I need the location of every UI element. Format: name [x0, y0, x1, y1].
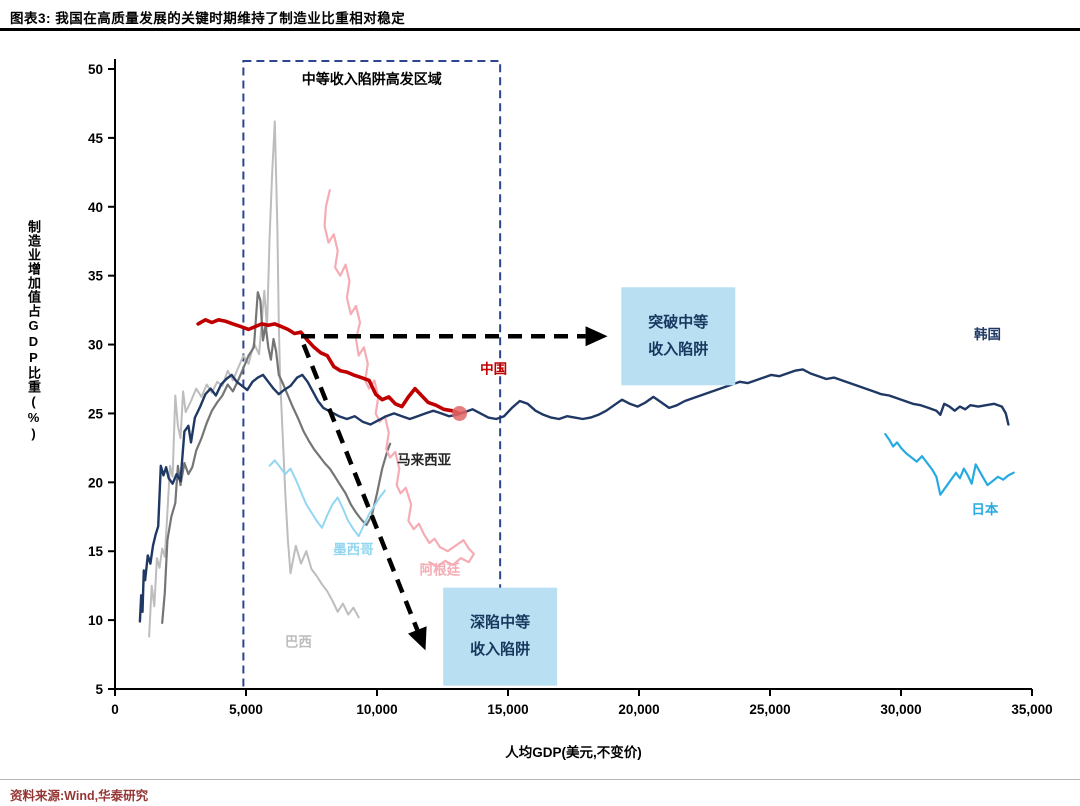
fall-callout	[443, 587, 558, 686]
chart-title: 图表3: 我国在高质量发展的关键时期维持了制造业比重相对稳定	[10, 11, 406, 26]
y-tick-label: 10	[88, 613, 103, 628]
y-axis-title: 制造业增加值占GDP比重(%)	[26, 220, 41, 442]
china-endpoint-marker	[452, 405, 468, 421]
y-tick-label: 35	[88, 269, 104, 284]
series-china-line	[196, 317, 462, 416]
series-argentina-line	[323, 189, 475, 568]
series-japan-label: 日本	[971, 501, 998, 517]
y-tick-label: 20	[88, 475, 103, 490]
x-axis-title: 人均GDP(美元,不变价)	[505, 745, 642, 760]
footer-divider	[0, 779, 1080, 780]
series-korea-line	[138, 368, 1010, 623]
series-malaysia-line	[161, 291, 392, 625]
breakout-arrow-head	[585, 326, 608, 347]
trap-zone-label: 中等收入陷阱高发区域	[302, 71, 442, 87]
x-tick-label: 15,000	[487, 702, 528, 717]
breakout-callout-label: 收入陷阱	[648, 340, 708, 358]
fall-callout-label: 深陷中等	[470, 613, 530, 631]
x-tick-label: 30,000	[880, 702, 921, 717]
x-tick-label: 25,000	[749, 702, 790, 717]
source-footer: 资料来源:Wind,华泰研究	[10, 785, 148, 804]
y-tick-label: 15	[88, 544, 104, 559]
series-brazil-line	[148, 120, 360, 638]
x-tick-label: 35,000	[1011, 702, 1052, 717]
series-mexico-label: 墨西哥	[333, 542, 374, 557]
line-chart: 中等收入陷阱高发区域突破中等收入陷阱深陷中等收入陷阱巴西马来西亚墨西哥阿根廷日本…	[88, 59, 1053, 717]
breakout-callout	[621, 287, 736, 386]
y-tick-label: 50	[88, 62, 103, 77]
breakout-callout-label: 突破中等	[648, 313, 708, 331]
x-tick-label: 5,000	[229, 702, 263, 717]
y-tick-label: 40	[88, 200, 103, 215]
fall-callout-label: 收入陷阱	[470, 640, 530, 658]
series-korea-label: 韩国	[974, 326, 1001, 342]
series-japan-line	[884, 433, 1015, 496]
source-text: 资料来源:Wind,华泰研究	[10, 789, 149, 803]
y-tick-label: 30	[88, 338, 103, 353]
chart-header: 图表3: 我国在高质量发展的关键时期维持了制造业比重相对稳定	[0, 0, 1080, 31]
y-tick-label: 25	[88, 406, 104, 421]
y-tick-label: 5	[95, 682, 103, 697]
series-malaysia-label: 马来西亚	[397, 452, 451, 467]
x-tick-label: 10,000	[356, 702, 397, 717]
series-china-label: 中国	[480, 360, 507, 376]
series-argentina-label: 阿根廷	[420, 562, 461, 578]
fall-arrow	[301, 343, 420, 631]
series-brazil-label: 巴西	[285, 634, 312, 649]
series-mexico-line	[268, 459, 386, 538]
fall-arrow-head	[408, 626, 427, 651]
x-tick-label: 20,000	[618, 702, 659, 717]
y-tick-label: 45	[88, 131, 104, 146]
x-tick-label: 0	[111, 702, 119, 717]
